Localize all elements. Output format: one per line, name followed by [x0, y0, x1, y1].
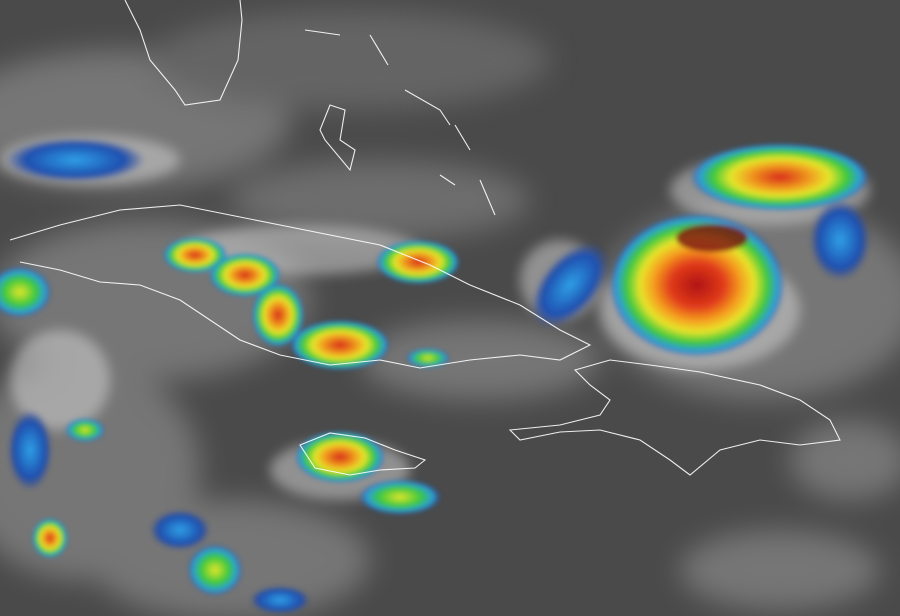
coastline-cuba	[9, 204, 592, 369]
storm-cell-jamaica	[32, 418, 442, 614]
coastline-jamaica	[299, 432, 427, 476]
storm-cell-cuba	[0, 138, 460, 490]
coastline-florida	[124, 0, 243, 106]
coastline-hispaniola	[508, 359, 841, 476]
storm-cell-northeast	[531, 143, 870, 357]
coastline-bahamas	[304, 29, 496, 216]
